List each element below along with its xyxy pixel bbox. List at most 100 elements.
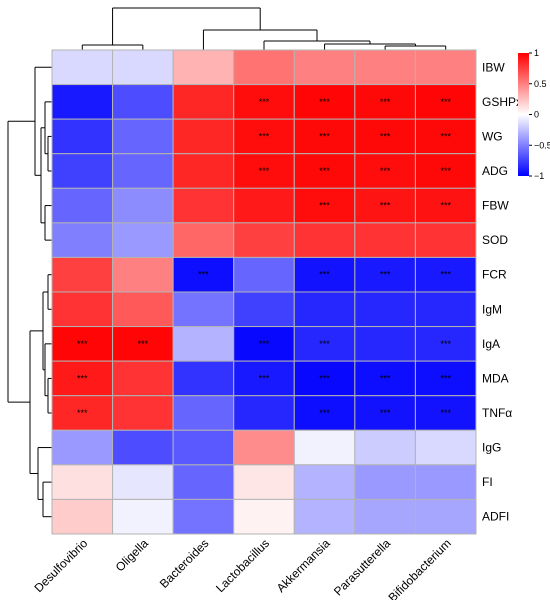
significance-marker: *** xyxy=(440,166,451,176)
heatmap-cell xyxy=(414,222,477,258)
heatmap-cell xyxy=(112,395,174,431)
heatmap-cell xyxy=(51,291,114,328)
significance-marker: *** xyxy=(319,201,330,211)
heatmap-cell xyxy=(51,395,114,431)
row-label: ADFI xyxy=(482,510,509,524)
row-labels: IBW GSHPx WG ADG FBW SOD FCR IgM IgA MDA TNFα IgG FI… xyxy=(482,60,522,523)
row-dendrogram xyxy=(7,66,52,518)
significance-marker: *** xyxy=(319,373,330,383)
column-label: Bifidobacterium xyxy=(385,536,453,600)
heatmap-cell xyxy=(172,84,235,120)
heatmap-cell xyxy=(233,429,295,466)
heatmap-cell xyxy=(233,498,295,535)
significance-marker: *** xyxy=(380,201,391,211)
row-label: TNFα xyxy=(482,406,512,420)
heatmap-cell xyxy=(51,118,114,155)
row-label: IgG xyxy=(482,441,501,455)
row-label: GSHPx xyxy=(482,95,522,109)
significance-marker: *** xyxy=(259,339,270,349)
heatmap-cell xyxy=(51,464,114,500)
heatmap-cell xyxy=(414,464,477,500)
row-label: FI xyxy=(482,475,493,489)
legend-tick-label: 1 xyxy=(534,48,539,58)
significance-marker: *** xyxy=(380,270,391,280)
row-label: IgA xyxy=(482,337,500,351)
heatmap-cell xyxy=(233,464,295,500)
heatmap-cell xyxy=(112,464,174,500)
row-label: ADG xyxy=(482,164,508,178)
heatmap-cell xyxy=(51,222,114,258)
significance-marker: *** xyxy=(440,201,451,211)
heatmap-cell xyxy=(233,326,295,362)
column-label: Desulfovibrio xyxy=(31,536,90,595)
heatmap-cell xyxy=(172,222,235,258)
heatmap-cell xyxy=(112,256,174,293)
column-dendrogram xyxy=(81,7,447,50)
heatmap-cell xyxy=(414,256,477,293)
color-legend: 1 0.5 0 −0.5 −1 xyxy=(518,48,550,181)
heatmap-cell xyxy=(172,187,235,224)
heatmap-cell xyxy=(51,187,114,224)
heatmap-cell xyxy=(233,222,295,258)
heatmap-cell xyxy=(51,429,114,466)
column-label: Parasutterella xyxy=(331,536,393,598)
heatmap-cell xyxy=(354,187,416,224)
heatmap-cell xyxy=(414,49,477,86)
heatmap-cell xyxy=(293,395,356,431)
heatmap-cell xyxy=(293,49,356,86)
heatmap-cell xyxy=(172,360,235,397)
heatmap-cell xyxy=(112,291,174,328)
heatmap-cell xyxy=(172,498,235,535)
legend-tick-label: 0 xyxy=(534,110,539,120)
heatmap-cell xyxy=(233,187,295,224)
heatmap-cell xyxy=(354,222,416,258)
significance-marker: *** xyxy=(380,131,391,141)
heatmap-cell xyxy=(233,360,295,397)
column-label: Lactobacillus xyxy=(213,536,272,595)
heatmap-cell xyxy=(354,256,416,293)
heatmap-cell xyxy=(354,118,416,155)
row-label: FBW xyxy=(482,199,509,213)
heatmap-cell xyxy=(172,49,235,86)
significance-marker: *** xyxy=(259,131,270,141)
heatmap-cell xyxy=(354,84,416,120)
heatmap-cell xyxy=(233,395,295,431)
legend-tick-label: 0.5 xyxy=(534,79,547,89)
heatmap-cell xyxy=(293,429,356,466)
heatmap-cell xyxy=(414,360,477,397)
heatmap-cell xyxy=(172,464,235,500)
heatmap-cell xyxy=(172,256,235,293)
heatmap-cell xyxy=(172,153,235,189)
significance-marker: *** xyxy=(77,408,88,418)
heatmap-cell xyxy=(414,118,477,155)
significance-marker: *** xyxy=(440,97,451,107)
heatmap-cell xyxy=(354,464,416,500)
heatmap-cell xyxy=(293,464,356,500)
heatmap-cell xyxy=(233,118,295,155)
legend-tick-label: −0.5 xyxy=(534,140,550,150)
row-label: WG xyxy=(482,129,503,143)
heatmap-cell xyxy=(293,222,356,258)
significance-marker: *** xyxy=(77,339,88,349)
significance-marker: *** xyxy=(380,408,391,418)
heatmap-cell xyxy=(112,498,174,535)
column-label: Bacteroides xyxy=(157,536,212,591)
significance-marker: *** xyxy=(259,97,270,107)
heatmap-cell xyxy=(293,360,356,397)
heatmap-cell xyxy=(414,291,477,328)
significance-marker: *** xyxy=(440,373,451,383)
heatmap-cell xyxy=(172,429,235,466)
significance-marker: *** xyxy=(319,339,330,349)
significance-marker: *** xyxy=(198,270,209,280)
heatmap-cell xyxy=(172,326,235,362)
heatmap-cell xyxy=(293,498,356,535)
heatmap-cell xyxy=(293,118,356,155)
legend-color-bar xyxy=(518,53,529,176)
significance-marker: *** xyxy=(77,373,88,383)
heatmap-cell xyxy=(172,291,235,328)
heatmap-cell xyxy=(354,429,416,466)
significance-marker: *** xyxy=(319,166,330,176)
heatmap-cell xyxy=(172,118,235,155)
heatmap-cell xyxy=(233,291,295,328)
